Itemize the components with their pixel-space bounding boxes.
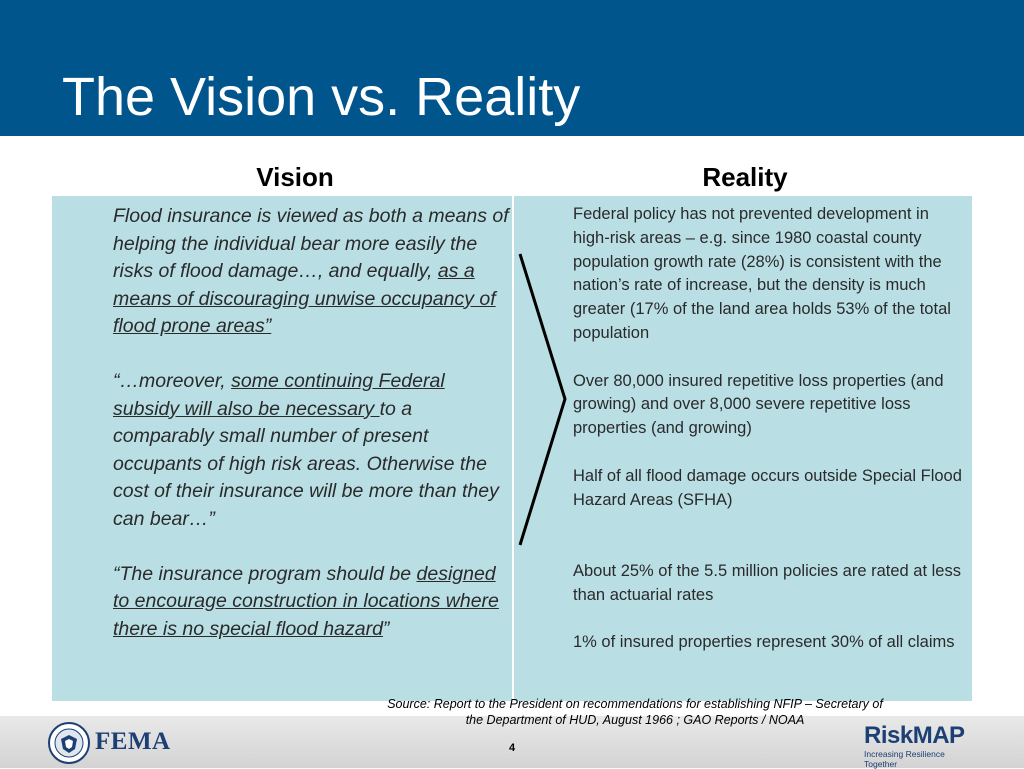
- source-line-1: Source: Report to the President on recom…: [387, 697, 883, 711]
- vision-quote-1-text: Flood insurance is viewed as both a mean…: [113, 205, 509, 282]
- reality-fact-4: About 25% of the 5.5 million policies ar…: [573, 561, 961, 604]
- vision-quote-1: Flood insurance is viewed as both a mean…: [113, 203, 509, 341]
- reality-fact-5: 1% of insured properties represent 30% o…: [573, 633, 955, 652]
- vision-quote-3-text: “The insurance program should be: [113, 562, 417, 585]
- vision-quote-2-rest: to a comparably small number of present …: [113, 397, 499, 530]
- dhs-seal-icon: [48, 722, 90, 764]
- vision-quote-2-underlined: some continuing Federal subsidy will als…: [113, 370, 445, 420]
- vision-panel: [52, 196, 512, 701]
- riskmap-logo: RiskMAP Increasing Resilience Together: [864, 724, 976, 769]
- vision-quote-3-underlined: designed to encourage construction in lo…: [113, 562, 499, 640]
- reality-fact-1: Federal policy has not prevented develop…: [573, 205, 951, 342]
- source-citation: Source: Report to the President on recom…: [330, 696, 940, 728]
- riskmap-risk: Risk: [864, 722, 913, 749]
- vision-quote-1-underlined: as a means of discouraging unwise occupa…: [113, 260, 496, 337]
- riskmap-wordmark: RiskMAP: [864, 724, 976, 748]
- reality-fact-2: Over 80,000 insured repetitive loss prop…: [573, 371, 944, 438]
- vision-quotes: Flood insurance is viewed as both a mean…: [113, 203, 509, 671]
- vision-quote-3-rest: ”: [382, 617, 390, 640]
- reality-fact-3: Half of all flood damage occurs outside …: [573, 466, 962, 509]
- riskmap-tagline: Increasing Resilience Together: [864, 749, 945, 769]
- footer-band: [0, 716, 1024, 768]
- reality-facts: Federal policy has not prevented develop…: [573, 203, 969, 655]
- reality-header: Reality: [702, 162, 788, 192]
- chevron-arrow-icon: [518, 253, 567, 546]
- vision-header: Vision: [256, 162, 334, 192]
- column-divider: [512, 196, 514, 701]
- riskmap-map: MAP: [912, 722, 965, 749]
- source-line-2: the Department of HUD, August 1966 ; GAO…: [465, 713, 805, 727]
- slide-title: The Vision vs. Reality: [62, 67, 581, 127]
- page-number: 4: [508, 742, 516, 754]
- reality-panel: [514, 196, 972, 701]
- fema-logo: FEMA: [95, 728, 171, 755]
- vision-quote-3: “The insurance program should be designe…: [113, 561, 509, 644]
- title-bar: [0, 0, 1024, 136]
- vision-quote-2: “…moreover, some continuing Federal subs…: [113, 368, 509, 533]
- vision-quote-2-text: “…moreover,: [113, 370, 232, 392]
